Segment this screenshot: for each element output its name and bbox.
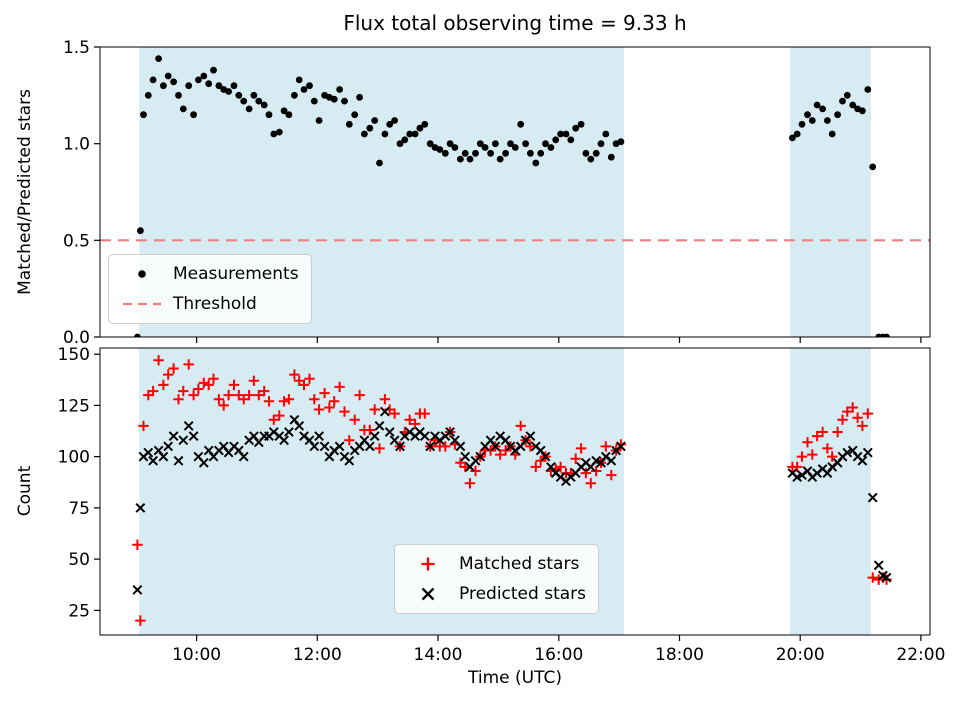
bottom-legend: Matched stars Predicted stars [394,544,599,614]
top-y-axis-label: Matched/Predicted stars [15,89,35,295]
predicted-stars-x-icon [421,587,435,601]
x-tick-label: 14:00 [414,645,463,665]
top-legend: Measurements Threshold [108,254,312,324]
legend-entry-measurements: Measurements [121,264,299,284]
y-tick-label: 1.0 [63,135,90,155]
legend-label-predicted-stars: Predicted stars [459,584,586,604]
x-tick-label: 10:00 [172,645,221,665]
y-tick-label: 50 [68,550,90,570]
series-markers [132,355,892,626]
x-tick-label: 18:00 [655,645,704,665]
chart-title: Flux total observing time = 9.33 h [343,11,687,35]
axes-frame [99,347,931,636]
threshold-line-icon [123,302,161,306]
bottom-y-axis-label: Count [15,465,35,517]
legend-entry-predicted-stars: Predicted stars [407,584,586,604]
x-tick-label: 22:00 [896,645,945,665]
legend-label-threshold: Threshold [173,294,257,314]
y-tick-label: 150 [58,345,90,365]
matched-stars-plus-icon [421,557,435,571]
y-tick-label: 125 [58,396,90,416]
y-tick-label: 0.0 [63,328,90,348]
legend-label-measurements: Measurements [173,264,299,284]
x-tick-label: 12:00 [293,645,342,665]
x-tick-label: 20:00 [776,645,825,665]
y-tick-label: 100 [58,448,90,468]
y-tick-label: 0.5 [63,231,90,251]
observing-window-shade [790,47,871,337]
y-tick-label: 25 [68,601,90,621]
legend-label-matched-stars: Matched stars [459,554,580,574]
series-markers [134,55,890,337]
legend-entry-threshold: Threshold [121,294,299,314]
y-tick-label: 1.5 [63,38,90,58]
observing-window-shade [790,348,871,635]
measurements-dot-icon [138,270,146,278]
axes-frame [99,46,931,338]
x-tick-label: 16:00 [534,645,583,665]
x-axis-label: Time (UTC) [468,668,562,688]
y-tick-label: 75 [68,499,90,519]
legend-entry-matched-stars: Matched stars [407,554,586,574]
